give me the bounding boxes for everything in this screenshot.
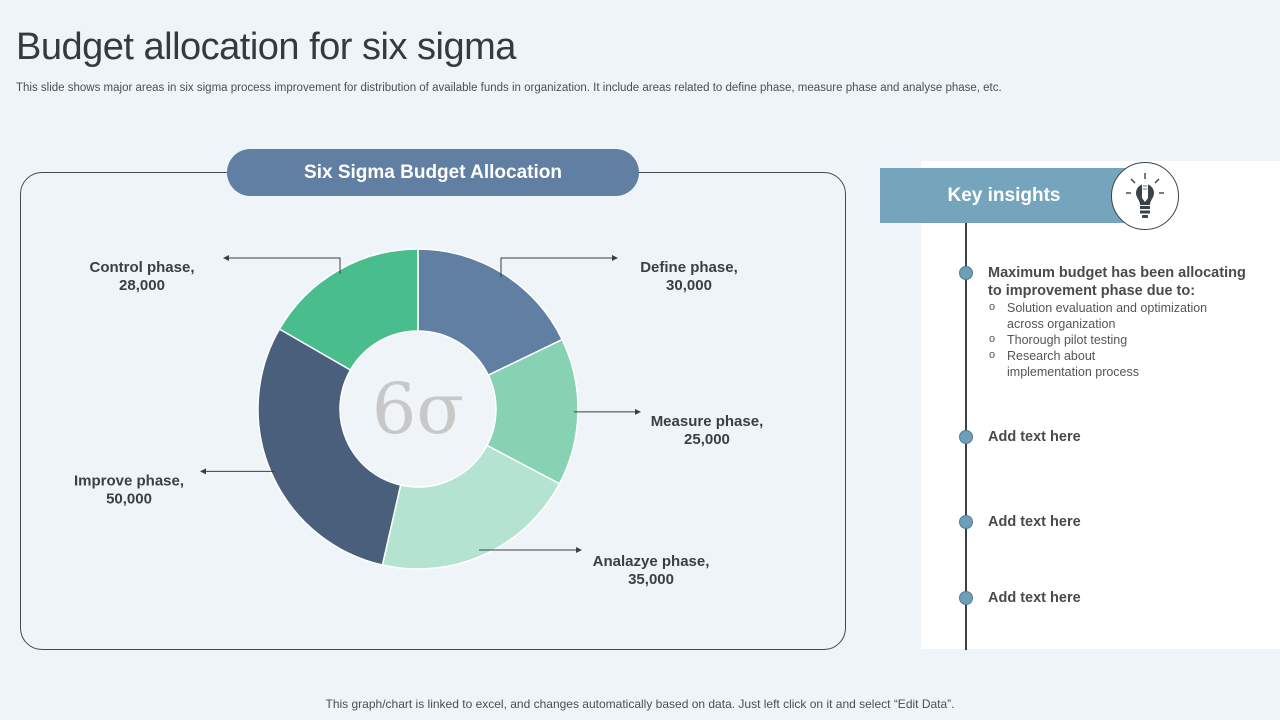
timeline-dot	[959, 266, 973, 280]
insight-bullet: Research about implementation process	[988, 347, 1168, 380]
slice-label-name: Improve phase,	[74, 472, 184, 489]
slice-label-name: Measure phase,	[651, 413, 764, 430]
leader-line	[223, 255, 341, 274]
donut-slice-measure-phase[interactable]	[485, 338, 579, 485]
insight-placeholder[interactable]: Add text here	[988, 590, 1081, 606]
timeline-dot	[959, 430, 973, 444]
insight-placeholder[interactable]: Add text here	[988, 429, 1081, 445]
insight-heading-line: Maximum budget has been allocating	[988, 265, 1246, 281]
donut-slice-improve-phase[interactable]	[257, 327, 402, 566]
footer-note: This graph/chart is linked to excel, and…	[325, 697, 955, 711]
timeline-dot	[959, 515, 973, 529]
timeline-dot	[959, 591, 973, 605]
slice-label-value: 28,000	[119, 277, 165, 294]
insight-bullets: Solution evaluation and optimization acr…	[988, 299, 1238, 380]
chart-title: Six Sigma Budget Allocation	[227, 149, 639, 196]
insight-heading-line: to improvement phase due to:	[988, 283, 1196, 299]
donut-slice-analazye-phase[interactable]	[381, 444, 561, 570]
insights-header-label: Key insights	[947, 184, 1061, 206]
insights-panel	[921, 161, 1280, 649]
page-subtitle: This slide shows major areas in six sigm…	[16, 82, 1002, 94]
slice-label-value: 35,000	[628, 571, 674, 588]
slice-label-name: Define phase,	[640, 259, 738, 276]
insights-header: Key insights	[880, 168, 1126, 223]
slice-label-value: 30,000	[666, 277, 712, 294]
insight-bullet: Thorough pilot testing	[988, 331, 1238, 348]
slice-label-name: Analazye phase,	[593, 553, 710, 570]
slice-label-name: Control phase,	[89, 259, 194, 276]
six-sigma-center-symbol: 6σ	[372, 368, 464, 450]
insight-bullet: Solution evaluation and optimization acr…	[988, 299, 1238, 332]
leader-line	[500, 255, 618, 277]
insight-placeholder[interactable]: Add text here	[988, 514, 1081, 530]
donut-slice-control-phase[interactable]	[278, 248, 419, 372]
lightbulb-pencil-icon	[1111, 162, 1179, 230]
slice-label-value: 50,000	[106, 490, 152, 507]
slice-label-value: 25,000	[684, 431, 730, 448]
insight-heading: Maximum budget has been allocating to im…	[988, 264, 1246, 300]
page-title: Budget allocation for six sigma	[16, 26, 516, 68]
donut-slice-define-phase[interactable]	[417, 248, 564, 377]
